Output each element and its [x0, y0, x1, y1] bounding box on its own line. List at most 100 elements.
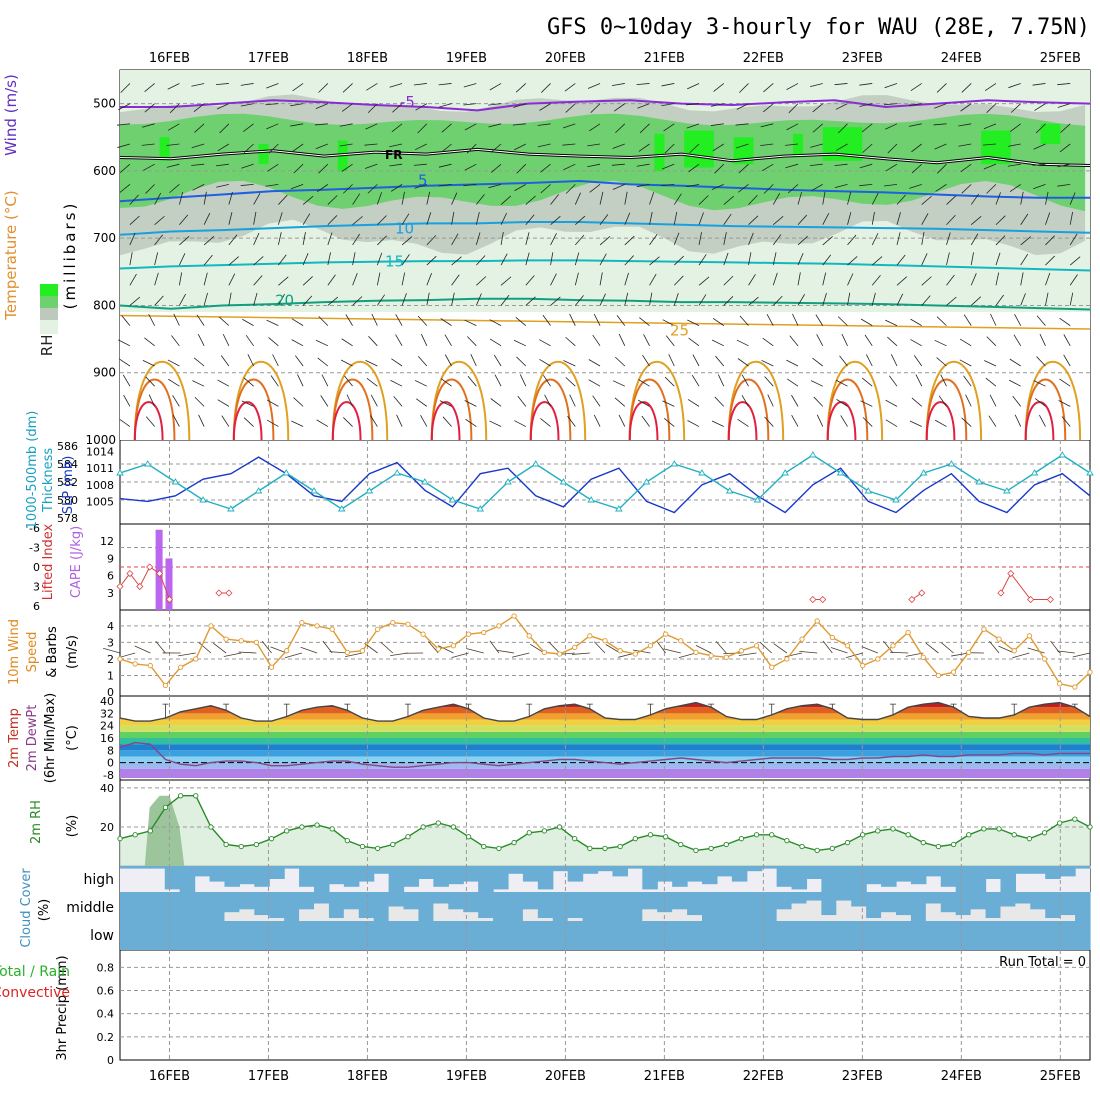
thickness-line-point: [282, 469, 291, 476]
axis-title-6hr-minmax: (6hr Min/Max): [43, 693, 58, 783]
wind-barb: [365, 123, 378, 130]
cloud-cell: [284, 892, 300, 921]
lifted-index-line: [1000, 572, 1051, 600]
wind-barb: [638, 379, 650, 387]
wind-barb: [985, 377, 997, 387]
warm-contour: [628, 378, 671, 441]
wind-speed-line-point: [556, 651, 563, 657]
wind-barb: [370, 415, 378, 427]
wind-barb: [493, 354, 502, 367]
wind-barb: [290, 183, 304, 190]
wind-barb: [714, 163, 725, 174]
cloud-cell: [149, 866, 166, 869]
wind-barb: [341, 338, 353, 347]
wind-barb: [712, 317, 725, 326]
cloud-cell: [731, 866, 748, 882]
wind-barb: [910, 318, 922, 326]
wind-barb: [698, 294, 707, 306]
wind-barb: [909, 420, 922, 427]
cloud-cell: [612, 866, 628, 877]
wind-barb: [934, 143, 947, 150]
temp-y-tick: 40: [100, 695, 114, 708]
wind-barb: [1058, 400, 1071, 407]
wind-barb: [590, 103, 601, 113]
surface-wind-barb: [496, 649, 515, 654]
cloud-cell: [642, 892, 658, 910]
cloud-cell: [343, 866, 360, 887]
legend-total-rain: Total / Rain: [0, 964, 70, 980]
wind-barb: [762, 103, 774, 113]
wind-barb: [636, 83, 650, 85]
wind-speed-line-point: [860, 662, 866, 669]
wind-barb: [661, 83, 675, 87]
wind-barb: [624, 272, 629, 286]
wind-barb: [834, 163, 848, 167]
lifted-index-point: [116, 582, 124, 591]
wind-barb: [339, 143, 353, 147]
wind-barb: [1045, 272, 1051, 286]
cloud-cell: [806, 892, 822, 901]
wind-barb: [636, 163, 650, 167]
li-y-tick: -6: [29, 522, 40, 535]
surface-wind-barb: [102, 647, 121, 654]
warm-contour: [529, 378, 572, 441]
wind-speed-line-point: [905, 629, 911, 636]
axis-title-3hr-precip: 3hr Precip (mm): [55, 955, 70, 1060]
wind-barb: [1033, 380, 1046, 387]
cloud-cell: [806, 866, 822, 879]
surface-wind-barb: [380, 642, 394, 654]
rh2m-line-point: [162, 804, 169, 811]
wind-speed-line-point: [359, 648, 366, 654]
surface-wind-barb: [695, 645, 712, 654]
wind-barb: [366, 83, 378, 91]
wind-barb: [228, 273, 236, 286]
wind-barb: [426, 255, 437, 266]
rh2m-line-point: [678, 841, 684, 848]
thickness-line-point: [1086, 469, 1094, 476]
wind-barb: [574, 252, 580, 266]
rh-layer-dry: [120, 312, 1090, 440]
cloud-cell: [164, 892, 181, 921]
wind-barb: [266, 319, 279, 326]
wind-barb: [847, 212, 852, 225]
wind-barb: [717, 374, 725, 387]
wind-barb: [1032, 163, 1046, 166]
cloud-cell: [866, 892, 882, 919]
contour-label-15: 15: [385, 252, 404, 270]
thickness-line-point: [476, 505, 485, 512]
rh-y-tick: 20: [100, 821, 114, 834]
lifted-index-point: [908, 595, 916, 604]
lifted-index-point: [918, 589, 926, 597]
wind-barb: [862, 417, 873, 427]
wind-barb: [265, 183, 279, 187]
cloud-cell: [702, 892, 718, 921]
thickness-line-point: [116, 469, 124, 476]
date-label-top: 21FEB: [644, 51, 685, 66]
wind-barb: [871, 211, 875, 225]
wind-barb: [451, 274, 460, 286]
wind-barb: [266, 419, 279, 427]
cloud-gap: [940, 912, 957, 921]
slp-y-tick: 1014: [86, 446, 114, 459]
wind-barb: [859, 183, 873, 187]
wind-barb: [723, 275, 734, 286]
cloud-cell: [612, 921, 628, 950]
wind-barb: [564, 83, 576, 92]
wind-barb: [615, 123, 626, 134]
wind-barb: [290, 123, 304, 127]
cloud-cell: [254, 866, 270, 887]
rh2m-line-point: [1072, 816, 1078, 822]
rh2m-line-point: [268, 836, 275, 842]
li-y-tick: 0: [33, 561, 40, 574]
wind-barb: [871, 274, 881, 286]
axis-title-2m-dewpt: 2m DewPt: [25, 705, 40, 772]
wind-barb: [884, 183, 898, 187]
cloud-cell: [940, 921, 957, 950]
cloud-cell: [1015, 866, 1031, 874]
wind-barb: [243, 143, 254, 154]
cloud-cell: [970, 921, 987, 950]
wind-speed-line-point: [662, 631, 669, 637]
wind-barb: [515, 83, 527, 93]
wind-barb: [673, 232, 680, 246]
